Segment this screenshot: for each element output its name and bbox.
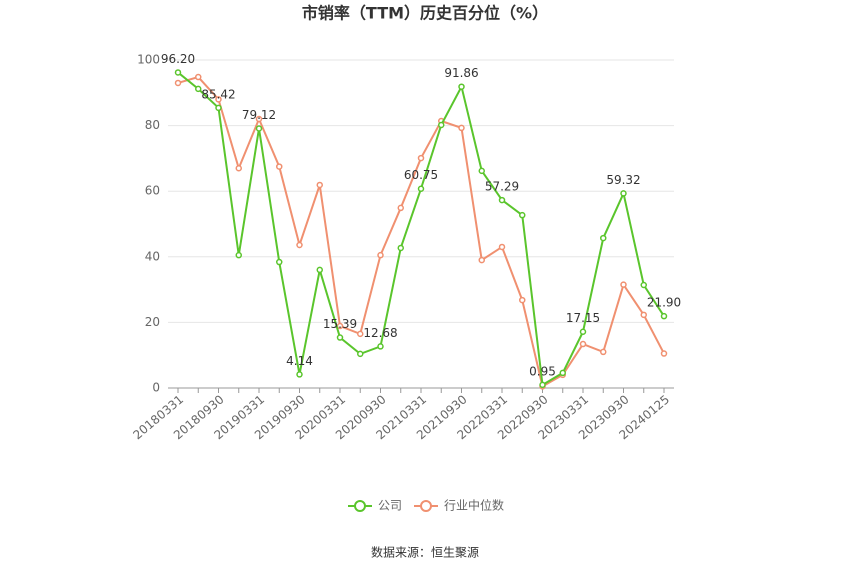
point	[498, 196, 506, 204]
point	[660, 350, 668, 357]
point	[620, 281, 627, 288]
point	[579, 340, 587, 348]
point	[215, 104, 222, 112]
point	[336, 334, 344, 341]
point	[174, 69, 182, 76]
data-label: 91.86	[444, 66, 478, 80]
data-label: 96.20	[161, 52, 195, 66]
source: 数据来源：恒生聚源	[371, 545, 479, 560]
point	[600, 234, 607, 242]
point	[195, 85, 202, 93]
point	[478, 167, 485, 175]
point	[195, 73, 202, 81]
chart-title: 市销率（TTM）历史百分位（%）	[302, 4, 548, 23]
point	[357, 350, 364, 358]
y-tick-label: 0	[152, 381, 160, 395]
legend-marker	[354, 500, 366, 512]
point	[397, 244, 404, 252]
point	[276, 258, 283, 266]
point	[438, 121, 445, 129]
point	[519, 296, 526, 304]
point	[458, 83, 465, 90]
legend-marker	[420, 500, 432, 512]
data-label: 60.75	[404, 168, 438, 182]
point	[620, 190, 627, 197]
point	[316, 266, 323, 274]
point	[377, 251, 384, 259]
series-line	[177, 75, 665, 388]
point	[276, 163, 283, 170]
point	[478, 256, 485, 264]
data-label: 15.39	[323, 317, 357, 331]
data-label: 0.95	[529, 364, 556, 378]
point	[498, 243, 506, 251]
point	[174, 79, 182, 87]
data-label: 59.32	[606, 173, 640, 187]
data-label: 79.12	[242, 108, 276, 122]
data-label: 4.14	[286, 354, 313, 368]
data-label: 17.15	[566, 311, 600, 325]
point	[397, 204, 404, 212]
y-tick-label: 40	[145, 249, 160, 263]
data-label: 21.90	[647, 296, 681, 310]
point	[417, 185, 425, 192]
point	[539, 381, 546, 389]
y-tick-label: 80	[145, 118, 160, 132]
point	[559, 369, 566, 377]
point	[255, 125, 263, 132]
legend-label: 行业中位数	[444, 498, 504, 513]
y-tick-label: 100	[137, 53, 160, 67]
point	[660, 312, 668, 320]
point	[316, 181, 323, 189]
point	[235, 251, 242, 259]
point	[215, 96, 222, 103]
point	[458, 124, 465, 132]
point	[640, 281, 647, 289]
data-label: 57.29	[485, 180, 519, 194]
legend-label: 公司	[378, 499, 402, 513]
y-tick-label: 20	[145, 315, 160, 329]
point	[640, 311, 647, 319]
point	[235, 164, 242, 172]
data-label: 12.68	[363, 326, 397, 340]
point	[377, 343, 384, 350]
point	[519, 211, 526, 219]
point	[255, 115, 263, 123]
point	[296, 241, 303, 249]
point	[600, 348, 607, 356]
y-tick-label: 60	[145, 184, 160, 198]
point	[579, 328, 587, 335]
point	[296, 371, 303, 378]
data-label: 85.42	[201, 87, 235, 101]
point	[357, 330, 364, 338]
point	[417, 154, 425, 162]
